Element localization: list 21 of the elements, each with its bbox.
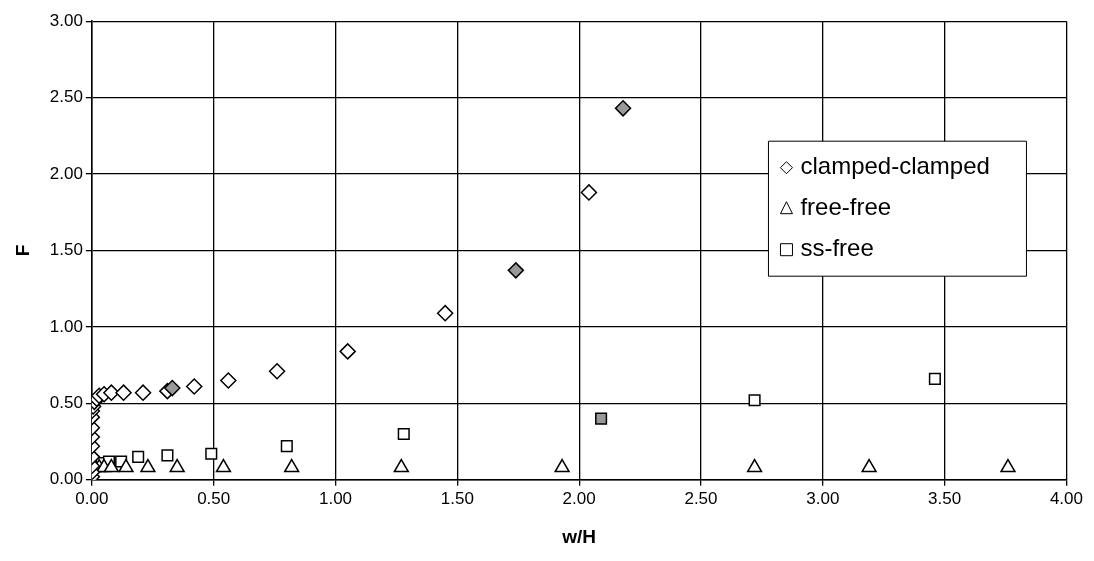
y-tick-label: 2.00 — [49, 163, 83, 183]
legend-label: free-free — [800, 193, 892, 221]
x-axis-title: w/H — [561, 525, 597, 547]
x-tick-label: 0.50 — [197, 488, 231, 508]
legend-label: ss-free — [800, 234, 874, 262]
x-tick-label: 2.00 — [562, 488, 596, 508]
y-tick-label: 1.00 — [49, 316, 83, 336]
x-tick-label: 1.00 — [318, 488, 353, 508]
x-tick-label: 3.50 — [928, 488, 962, 508]
y-tick-label: 0.00 — [49, 469, 83, 489]
y-axis-title: F — [11, 244, 33, 257]
y-tick-label: 3.00 — [49, 10, 83, 30]
y-tick-label: 2.50 — [49, 87, 83, 107]
x-tick-label: 2.50 — [684, 488, 718, 508]
x-tick-label: 1.50 — [440, 488, 474, 508]
legend-label: clamped-clamped — [800, 152, 990, 180]
y-tick-label: 1.50 — [49, 240, 83, 260]
x-tick-label: 0.00 — [75, 488, 109, 508]
y-tick-label: 0.50 — [49, 393, 83, 413]
x-tick-label: 4.00 — [1049, 488, 1083, 508]
x-tick-label: 3.00 — [806, 488, 840, 508]
